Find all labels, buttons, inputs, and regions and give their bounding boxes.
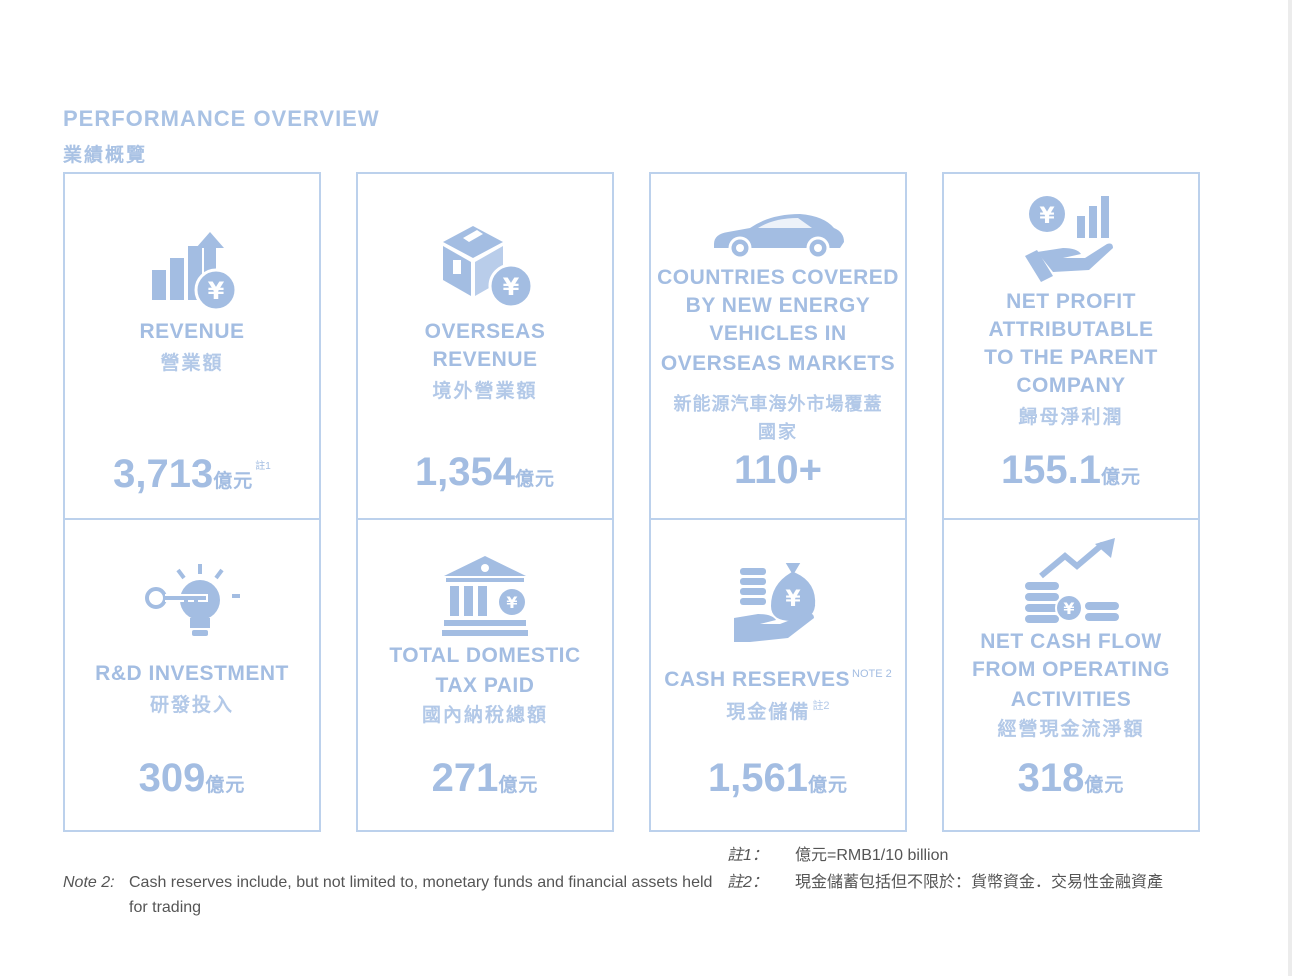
coins-arrow-icon: ¥ <box>1021 538 1121 624</box>
tax-label-line1: TOTAL DOMESTIC <box>358 642 612 670</box>
footnote-zh-1: 註1： 億元=RMB1/10 billion <box>727 842 1163 869</box>
revenue-note-ref: 註1 <box>255 461 271 472</box>
footnote-note2-text: Cash reserves include, but not limited t… <box>129 870 713 920</box>
overseas-revenue-value: 1,354億元 <box>358 450 612 495</box>
svg-text:¥: ¥ <box>208 277 225 305</box>
op-cash-flow-label-line1: NET CASH FLOW <box>944 628 1198 656</box>
card-operating-cash-flow: ¥ NET CASH FLOW FROM OPERATING ACTIVITIE… <box>942 518 1200 832</box>
net-profit-unit: 億元 <box>1101 467 1141 488</box>
net-profit-label-line2: ATTRIBUTABLE <box>944 316 1198 344</box>
tax-unit: 億元 <box>498 775 538 796</box>
net-profit-label-line3: TO THE PARENT <box>944 344 1198 372</box>
hand-yuan-chart-icon: ¥ <box>1023 192 1119 286</box>
overseas-revenue-label-line2: REVENUE <box>358 346 612 374</box>
tax-label-line2: TAX PAID <box>358 672 612 700</box>
cash-reserves-label-text: CASH RESERVES <box>664 668 850 691</box>
cash-reserves-label-zh: 現金儲備 註2 <box>651 692 905 727</box>
bank-icon: ¥ <box>440 554 530 638</box>
countries-label-line4: OVERSEAS MARKETS <box>651 350 905 378</box>
countries-label-line1: COUNTRIES COVERED <box>651 264 905 292</box>
svg-text:¥: ¥ <box>506 593 517 612</box>
revenue-label-zh: 營業額 <box>65 350 319 378</box>
footnote-note2-tag: Note 2: <box>63 870 115 895</box>
net-profit-label-line4: COMPANY <box>944 372 1198 400</box>
tax-number: 271 <box>432 756 499 800</box>
rd-label: R&D INVESTMENT <box>65 660 319 688</box>
net-profit-label-line1: NET PROFIT <box>944 288 1198 316</box>
footnote-zh-2-tag: 註2： <box>727 869 795 896</box>
section-title-zh: 業績概覽 <box>63 140 147 167</box>
cash-reserves-value: 1,561億元 <box>651 756 905 801</box>
card-countries-covered: COUNTRIES COVERED BY NEW ENERGY VEHICLES… <box>649 172 907 522</box>
countries-number: 110+ <box>734 448 822 492</box>
footnotes-zh: 註1： 億元=RMB1/10 billion 註2： 現金儲蓄包括但不限於：貨幣… <box>727 842 1163 896</box>
rd-number: 309 <box>139 756 206 800</box>
rd-unit: 億元 <box>205 775 245 796</box>
cash-reserves-number: 1,561 <box>708 756 808 800</box>
key-bulb-icon <box>142 562 242 646</box>
net-profit-value: 155.1億元 <box>944 448 1198 493</box>
op-cash-flow-label-line3: ACTIVITIES <box>944 686 1198 714</box>
card-net-profit: ¥ NET PROFIT ATTRIBUTABLE TO THE PARENT … <box>942 172 1200 522</box>
tax-value: 271億元 <box>358 756 612 801</box>
svg-text:¥: ¥ <box>785 587 801 612</box>
footnote-zh-2-text: 現金儲蓄包括但不限於：貨幣資金．交易性金融資產 <box>795 869 1163 896</box>
footnote-zh-2: 註2： 現金儲蓄包括但不限於：貨幣資金．交易性金融資產 <box>727 869 1163 896</box>
op-cash-flow-label-zh: 經營現金流淨額 <box>944 716 1198 744</box>
box-yuan-icon: ¥ <box>433 220 537 310</box>
countries-label-line2: BY NEW ENERGY <box>651 292 905 320</box>
revenue-number: 3,713 <box>113 452 213 496</box>
overseas-revenue-unit: 億元 <box>515 469 555 490</box>
revenue-value: 3,713億元註1 <box>65 452 319 497</box>
op-cash-flow-value: 318億元 <box>944 756 1198 801</box>
countries-label-zh-line2: 國家 <box>651 418 905 446</box>
money-bag-hand-icon: ¥ <box>730 560 826 646</box>
net-profit-label-zh: 歸母淨利潤 <box>944 404 1198 432</box>
revenue-unit: 億元 <box>213 471 253 492</box>
bar-chart-yuan-icon: ¥ <box>142 228 242 314</box>
cash-reserves-label-zh-text: 現金儲備 <box>726 702 810 723</box>
rd-value: 309億元 <box>65 756 319 801</box>
op-cash-flow-unit: 億元 <box>1084 775 1124 796</box>
footnote-zh-1-text: 億元=RMB1/10 billion <box>795 842 948 869</box>
countries-value: 110+ <box>651 448 905 493</box>
section-title: PERFORMANCE OVERVIEW <box>63 106 380 132</box>
net-profit-number: 155.1 <box>1001 448 1101 492</box>
svg-text:¥: ¥ <box>1063 599 1074 618</box>
tax-label-zh: 國內納稅總額 <box>358 702 612 730</box>
footnote-zh-1-tag: 註1： <box>727 842 795 869</box>
countries-label-zh-line1: 新能源汽車海外市場覆蓋 <box>651 390 905 418</box>
page-edge <box>1288 0 1292 976</box>
car-icon <box>708 208 848 260</box>
card-tax-paid: ¥ TOTAL DOMESTIC TAX PAID 國內納稅總額 271億元 <box>356 518 614 832</box>
op-cash-flow-label-line2: FROM OPERATING <box>944 656 1198 684</box>
cash-reserves-label: CASH RESERVES Note 2 <box>651 660 905 694</box>
countries-label-line3: VEHICLES IN <box>651 320 905 348</box>
card-revenue: ¥ REVENUE 營業額 3,713億元註1 <box>63 172 321 522</box>
svg-text:¥: ¥ <box>1039 204 1055 229</box>
cash-reserves-note-ref-zh: 註2 <box>812 700 829 712</box>
card-overseas-revenue: ¥ OVERSEAS REVENUE 境外營業額 1,354億元 <box>356 172 614 522</box>
op-cash-flow-number: 318 <box>1018 756 1085 800</box>
rd-label-zh: 研發投入 <box>65 692 319 720</box>
overseas-revenue-label-line1: OVERSEAS <box>358 318 612 346</box>
footnote-note2: Note 2: Cash reserves include, but not l… <box>63 870 713 920</box>
card-cash-reserves: ¥ CASH RESERVES Note 2 現金儲備 註2 1,561億元 <box>649 518 907 832</box>
svg-text:¥: ¥ <box>503 273 520 301</box>
revenue-label: REVENUE <box>65 318 319 346</box>
cash-reserves-unit: 億元 <box>808 775 848 796</box>
cash-reserves-note-ref: Note 2 <box>852 668 892 680</box>
overseas-revenue-label-zh: 境外營業額 <box>358 378 612 406</box>
card-rd-investment: R&D INVESTMENT 研發投入 309億元 <box>63 518 321 832</box>
overseas-revenue-number: 1,354 <box>415 450 515 494</box>
